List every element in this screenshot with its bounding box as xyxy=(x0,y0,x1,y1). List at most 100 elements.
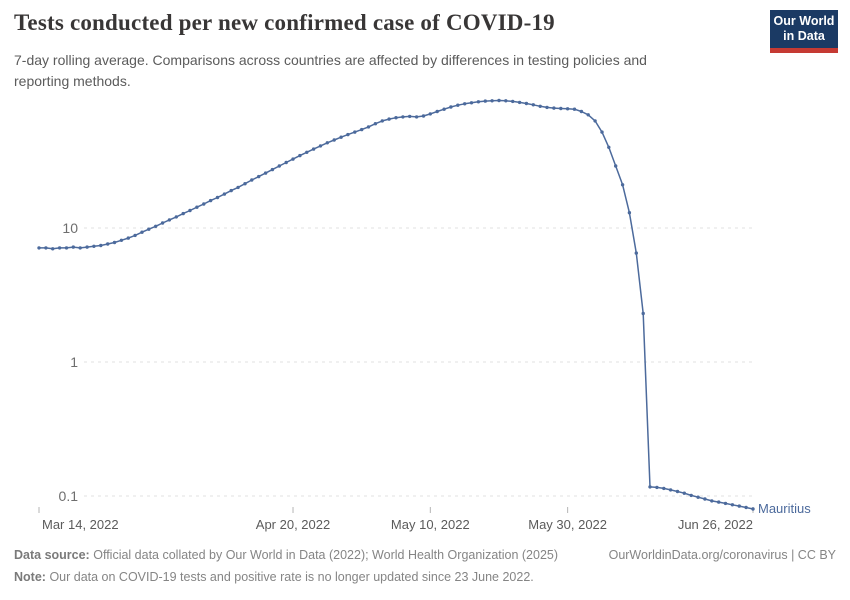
data-point xyxy=(545,105,549,110)
data-point xyxy=(751,507,755,511)
data-point xyxy=(456,103,460,107)
owid-link[interactable]: OurWorldinData.org/coronavirus | CC BY xyxy=(608,548,836,562)
data-point xyxy=(195,205,199,209)
data-point xyxy=(442,107,446,111)
data-point xyxy=(421,114,426,118)
data-source-label: Data source: xyxy=(14,548,90,562)
data-point xyxy=(57,246,62,250)
data-point xyxy=(106,242,110,246)
data-point xyxy=(572,107,577,111)
data-point xyxy=(250,178,254,182)
data-point xyxy=(353,130,357,134)
data-point xyxy=(538,104,542,108)
data-point xyxy=(463,102,467,106)
note-text: Our data on COVID-19 tests and positive … xyxy=(49,570,534,584)
data-point xyxy=(641,311,645,316)
data-point xyxy=(723,501,728,506)
data-point xyxy=(332,138,336,142)
data-point xyxy=(408,114,412,119)
chart-line xyxy=(39,99,754,510)
data-point xyxy=(366,125,371,129)
data-point xyxy=(174,215,178,219)
data-point xyxy=(160,221,165,225)
data-point xyxy=(614,164,618,168)
owid-logo-line1: Our World xyxy=(773,14,835,28)
data-point xyxy=(140,230,144,234)
x-tick-label: Jun 26, 2022 xyxy=(678,517,753,532)
note-line: Note: Our data on COVID-19 tests and pos… xyxy=(14,569,836,586)
data-point xyxy=(648,485,652,489)
y-tick-label: 0.1 xyxy=(59,488,79,504)
data-point xyxy=(346,132,350,137)
data-point xyxy=(607,145,611,149)
data-point xyxy=(730,503,735,507)
data-point xyxy=(380,119,384,123)
data-point xyxy=(71,245,76,249)
data-point xyxy=(222,192,227,196)
data-point xyxy=(325,141,329,145)
data-source-text: Official data collated by Our World in D… xyxy=(93,548,559,562)
data-point xyxy=(394,116,398,120)
data-point xyxy=(167,218,172,222)
x-tick-label: May 30, 2022 xyxy=(528,517,607,532)
data-point xyxy=(703,497,707,501)
data-point xyxy=(696,495,700,499)
data-point xyxy=(511,99,515,104)
data-point xyxy=(401,115,405,119)
data-point xyxy=(188,208,192,213)
data-point xyxy=(270,167,275,172)
data-point xyxy=(689,493,693,498)
data-point xyxy=(517,100,522,105)
data-point xyxy=(298,153,302,158)
data-point xyxy=(133,233,137,238)
data-point xyxy=(318,144,323,148)
data-point xyxy=(147,227,151,231)
data-point xyxy=(284,160,288,165)
data-point xyxy=(236,185,240,190)
y-tick-label: 1 xyxy=(70,354,78,370)
data-point xyxy=(593,119,597,123)
data-source-line: Data source: Official data collated by O… xyxy=(14,547,558,564)
data-point xyxy=(215,195,220,200)
data-point xyxy=(202,202,206,206)
data-point xyxy=(99,243,103,248)
data-point xyxy=(112,240,117,245)
y-tick-label: 10 xyxy=(62,220,78,236)
data-point xyxy=(373,122,378,126)
data-point xyxy=(675,489,680,494)
data-point xyxy=(229,188,233,193)
data-point xyxy=(504,99,508,103)
chart-footer: Data source: Official data collated by O… xyxy=(14,547,836,586)
data-point xyxy=(710,499,714,503)
data-point xyxy=(263,171,268,175)
data-point xyxy=(126,236,130,240)
data-point xyxy=(579,109,584,114)
data-point xyxy=(387,117,391,121)
x-tick-label: Apr 20, 2022 xyxy=(256,517,330,532)
data-point xyxy=(154,224,158,228)
line-chart: 10 1 0.1 Mar 14, 2022 Apr 20, 2022 May 10, 20… xyxy=(37,98,811,532)
data-point xyxy=(634,251,638,255)
data-point xyxy=(586,113,590,117)
data-point xyxy=(531,103,535,107)
data-point xyxy=(181,211,185,216)
data-point xyxy=(85,245,89,249)
owid-logo: Our World in Data xyxy=(770,10,838,53)
data-point xyxy=(737,504,741,508)
series-label-mauritius: Mauritius xyxy=(758,501,811,516)
data-point xyxy=(428,112,432,116)
data-point xyxy=(449,105,453,109)
data-point xyxy=(552,106,556,110)
data-point xyxy=(682,491,686,495)
data-point xyxy=(490,99,494,103)
data-point xyxy=(662,486,666,491)
data-point xyxy=(360,127,364,132)
data-point xyxy=(311,147,316,151)
data-point xyxy=(291,157,295,161)
chart-area: 10 1 0.1 Mar 14, 2022 Apr 20, 2022 May 10, 20… xyxy=(0,95,850,540)
data-point xyxy=(414,115,419,119)
note-label: Note: xyxy=(14,570,46,584)
data-point xyxy=(44,246,48,250)
x-tick-label: May 10, 2022 xyxy=(391,517,470,532)
